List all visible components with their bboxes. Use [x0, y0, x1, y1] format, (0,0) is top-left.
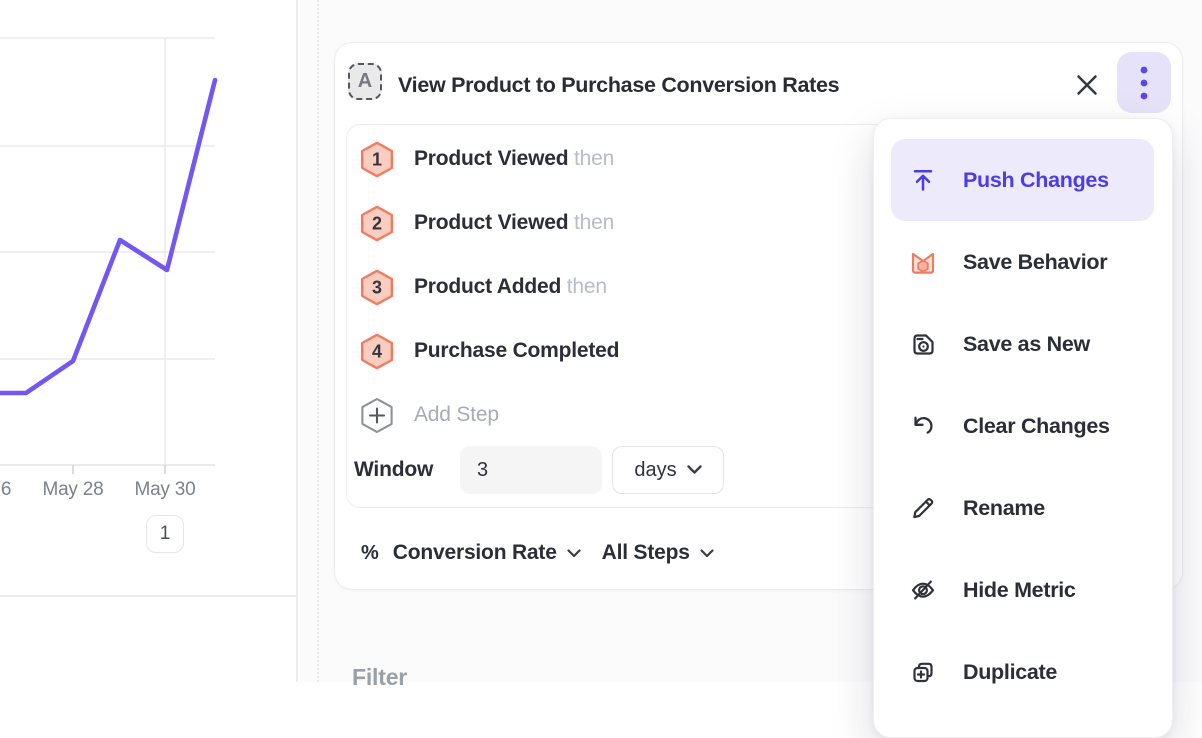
- funnel-step-3[interactable]: 3 Product Added then: [360, 267, 607, 307]
- add-step-hexagon-plus-icon: [361, 397, 393, 433]
- step-event-label: Product Viewed then: [414, 211, 615, 234]
- conversion-line-chart: [0, 37, 218, 474]
- x-axis-tick-label: May 30: [134, 479, 196, 500]
- menu-item-rename[interactable]: Rename: [891, 467, 1154, 549]
- step-event-label: Product Viewed then: [414, 147, 615, 170]
- add-step-label: Add Step: [414, 403, 499, 426]
- step-number-hexagon-icon: 2: [361, 205, 393, 241]
- chevron-down-icon: [567, 548, 581, 557]
- funnel-step-2[interactable]: 2 Product Viewed then: [360, 203, 614, 243]
- svg-text:3: 3: [372, 277, 382, 297]
- horizontal-divider: [0, 595, 298, 597]
- menu-item-save-behavior[interactable]: Save Behavior: [891, 221, 1154, 303]
- x-axis-tick-label: 6: [0, 479, 12, 500]
- filter-section-heading: Filter: [352, 664, 408, 690]
- svg-text:1: 1: [372, 149, 382, 169]
- step-event-label: Product Added then: [414, 275, 607, 298]
- window-unit-select[interactable]: days: [612, 446, 724, 494]
- pencil-icon: [913, 498, 934, 519]
- funnel-step-1[interactable]: 1 Product Viewed then: [360, 139, 614, 179]
- kebab-icon: [1140, 66, 1148, 99]
- funnel-step-4[interactable]: 4 Purchase Completed: [360, 331, 619, 371]
- menu-item-duplicate[interactable]: Duplicate: [891, 631, 1154, 713]
- menu-item-save-as-new[interactable]: Save as New: [891, 303, 1154, 385]
- metric-scope-value: All Steps: [601, 541, 690, 564]
- pagination-page-button[interactable]: 1: [146, 515, 184, 553]
- metric-type-row: % Conversion Rate All Steps: [361, 536, 714, 570]
- step-event-label: Purchase Completed: [414, 339, 620, 362]
- save-as-new-icon: [913, 334, 934, 355]
- eye-off-icon: [911, 580, 935, 600]
- step-number-hexagon-icon: 4: [361, 333, 393, 369]
- percent-icon: %: [361, 541, 379, 564]
- more-options-button[interactable]: [1117, 52, 1171, 113]
- add-step-button[interactable]: Add Step: [360, 395, 499, 435]
- undo-icon: [914, 416, 933, 434]
- svg-text:2: 2: [372, 213, 382, 233]
- metric-scope-dropdown[interactable]: All Steps: [602, 541, 714, 565]
- menu-item-clear-changes[interactable]: Clear Changes: [891, 385, 1154, 467]
- close-button[interactable]: [1074, 72, 1100, 98]
- menu-item-hide-metric[interactable]: Hide Metric: [891, 549, 1154, 631]
- menu-item-push-changes[interactable]: Push Changes: [891, 139, 1154, 221]
- svg-text:4: 4: [372, 341, 382, 361]
- save-behavior-icon: [911, 252, 935, 274]
- metric-options-menu: Push Changes Save Behavior Save as New C…: [873, 118, 1173, 738]
- dotted-guide-line: [317, 0, 319, 682]
- close-icon: [1077, 75, 1097, 95]
- window-label: Window: [354, 458, 434, 481]
- step-number-hexagon-icon: 1: [361, 141, 393, 177]
- metric-type-dropdown[interactable]: Conversion Rate: [393, 541, 581, 565]
- chevron-down-icon: [686, 465, 702, 474]
- chevron-down-icon: [700, 548, 714, 557]
- step-number-hexagon-icon: 3: [361, 269, 393, 305]
- metric-variant-badge[interactable]: A: [348, 63, 382, 100]
- metric-title: View Product to Purchase Conversion Rate…: [398, 73, 840, 97]
- metric-type-value: Conversion Rate: [392, 541, 557, 564]
- duplicate-icon: [913, 662, 933, 683]
- push-changes-icon: [913, 169, 933, 191]
- chart-panel: 6 May 28 May 30 1: [0, 0, 298, 682]
- window-unit-value: days: [634, 458, 677, 481]
- x-axis-tick-label: May 28: [42, 479, 104, 500]
- window-value-input[interactable]: [460, 446, 602, 494]
